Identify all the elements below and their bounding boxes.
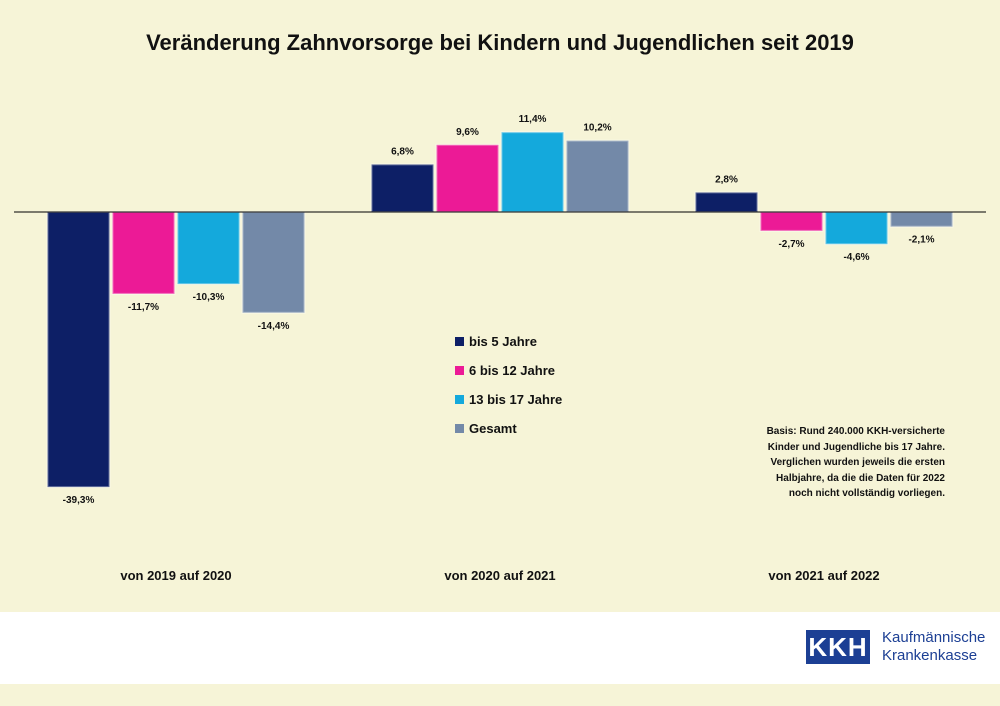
data-label: -4,6% — [843, 252, 869, 263]
data-label: -14,4% — [258, 321, 290, 332]
bar — [370, 163, 435, 213]
note-line: Kinder und Jugendliche bis 17 Jahre. — [767, 441, 945, 453]
category-labels-layer: von 2019 auf 2020 von 2020 auf 2021 von 20… — [120, 568, 879, 583]
bar — [46, 211, 111, 489]
note-line: Halbjahre, da die die Daten für 2022 — [776, 472, 945, 484]
logo-line-2: Krankenkasse — [882, 647, 978, 664]
chart-title: Veränderung Zahnvorsorge bei Kindern und… — [146, 30, 854, 55]
note-line: Verglichen wurden jeweils die ersten — [770, 457, 945, 468]
value-labels-layer: -39,3% -11,7% -10,3% -14,4% 6,8% 9,6% 11,4% 10,… — [63, 114, 935, 506]
legend-label: 6 bis 12 Jahre — [469, 363, 555, 378]
data-label: 6,8% — [391, 146, 414, 157]
note-line: Basis: Rund 240.000 KKH-versicherte — [766, 426, 945, 437]
data-label: -10,3% — [193, 292, 225, 303]
data-label: 10,2% — [583, 123, 611, 134]
data-label: -2,1% — [908, 235, 934, 246]
bar — [500, 131, 565, 213]
data-label: -2,7% — [778, 239, 804, 250]
kkh-logo-mark: KKH — [806, 630, 870, 664]
legend-label: bis 5 Jahre — [469, 334, 537, 349]
bar — [435, 143, 500, 213]
note-line: noch nicht vollständig vorliegen. — [788, 488, 945, 499]
data-label: 9,6% — [456, 127, 479, 138]
legend-label: 13 bis 17 Jahre — [469, 392, 562, 407]
bar — [694, 191, 759, 213]
chart: Veränderung Zahnvorsorge bei Kindern und… — [14, 30, 986, 583]
bar — [889, 211, 954, 228]
legend-swatch — [455, 395, 464, 404]
legend-label: Gesamt — [469, 421, 517, 436]
bar — [824, 211, 889, 246]
data-label: 2,8% — [715, 174, 738, 185]
bar — [565, 139, 630, 214]
basis-note: Basis: Rund 240.000 KKH-versicherte Kind… — [745, 424, 945, 502]
category-label: von 2020 auf 2021 — [444, 568, 555, 583]
data-label: -39,3% — [63, 495, 95, 506]
legend: bis 5 Jahre 6 bis 12 Jahre 13 bis 17 Jahre… — [455, 334, 562, 436]
legend-swatch — [455, 424, 464, 433]
kkh-logo-text: Kaufmännische Krankenkasse — [882, 629, 985, 665]
data-label: 11,4% — [519, 114, 547, 125]
bar — [241, 211, 306, 314]
bar — [111, 211, 176, 295]
legend-swatch — [455, 337, 464, 346]
bar — [176, 211, 241, 286]
category-label: von 2021 auf 2022 — [768, 568, 879, 583]
data-label: -11,7% — [128, 302, 159, 313]
bar — [759, 211, 824, 232]
legend-swatch — [455, 366, 464, 375]
category-label: von 2019 auf 2020 — [120, 568, 231, 583]
logo-line-1: Kaufmännische — [882, 629, 986, 646]
